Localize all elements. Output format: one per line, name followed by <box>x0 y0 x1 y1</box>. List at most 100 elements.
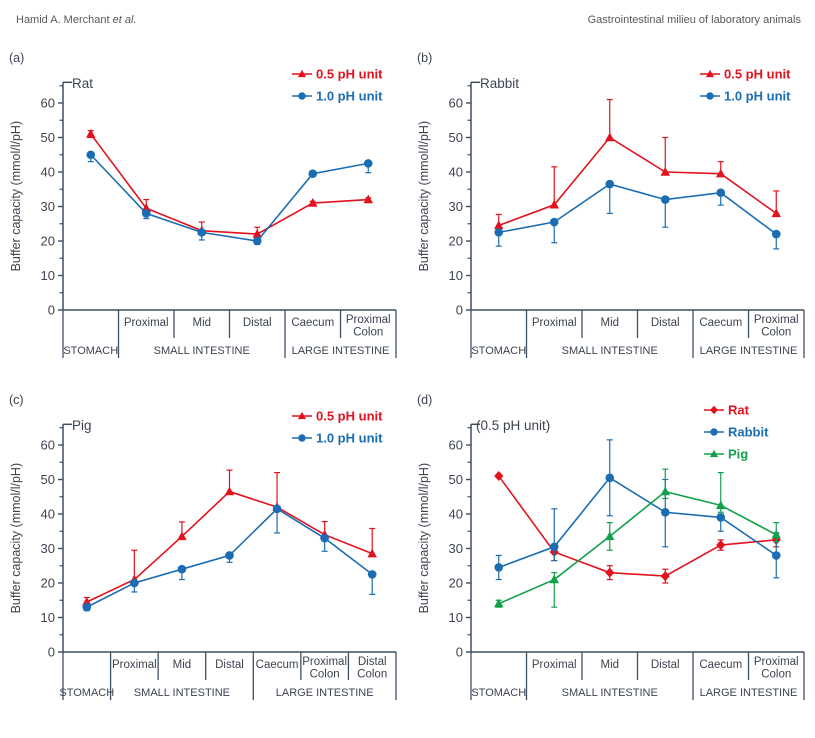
axes: 0 10 20 30 40 50 60 Buffer capacity (mmol/l/pH) <box>9 81 396 318</box>
legend-label: 0.5 pH unit <box>316 67 383 82</box>
triangle-marker <box>297 411 307 420</box>
y-tick-label: 50 <box>41 130 55 145</box>
circle-marker <box>605 473 615 483</box>
y-tick-label: 20 <box>449 576 463 591</box>
triangle-marker <box>705 69 715 78</box>
running-head-title: Gastrointestinal milieu of laboratory an… <box>587 14 801 26</box>
series-line <box>498 475 777 577</box>
circle-marker <box>141 209 151 218</box>
x-sublabel: Distal <box>215 659 244 671</box>
legend: Rat Rabbit Pig <box>704 403 769 462</box>
x-axis-dividers <box>470 310 805 358</box>
circle-marker <box>771 229 781 239</box>
x-sublabel: Caecum <box>699 659 742 671</box>
chart-title: Pig <box>72 418 92 433</box>
y-axis-label: Buffer capacity (mmol/l/pH) <box>9 463 23 614</box>
x-axis-dividers <box>62 310 397 358</box>
legend-label: 0.5 pH unit <box>316 409 383 424</box>
y-tick-label: 40 <box>41 165 55 180</box>
circle-marker <box>225 551 234 560</box>
triangle-marker <box>494 598 504 608</box>
x-axis-group-labels: STOMACH SMALL INTESTINE LARGE INTESTINE <box>471 687 797 699</box>
circle-marker <box>367 570 377 579</box>
y-tick-label: 0 <box>456 303 463 318</box>
x-sublabel: Proximal <box>754 656 799 668</box>
panel-c-pig-chart: (c) 0 10 20 30 40 50 60 Buffer capacity (mmol/l/… <box>6 384 414 726</box>
x-sublabel: Distal <box>651 317 680 329</box>
x-group-label: SMALL INTESTINE <box>562 345 658 357</box>
chart-title: Rabbit <box>480 76 519 91</box>
x-axis-group-labels: STOMACH SMALL INTESTINE LARGE INTESTINE <box>471 345 797 357</box>
y-tick-label: 60 <box>41 438 55 453</box>
triangle-marker <box>605 132 615 142</box>
y-tick-label: 10 <box>449 268 463 283</box>
legend-label: 0.5 pH unit <box>724 67 791 82</box>
x-sublabel: Distal <box>358 656 387 668</box>
diamond-marker <box>710 405 718 415</box>
triangle-marker <box>716 500 726 510</box>
circle-marker <box>177 564 187 574</box>
y-tick-label: 20 <box>41 576 55 591</box>
circle-marker <box>363 159 373 168</box>
circle-marker <box>86 150 96 160</box>
x-sublabel: Mid <box>192 317 211 329</box>
y-axis-label: Buffer capacity (mmol/l/pH) <box>9 121 23 272</box>
y-tick-label: 0 <box>48 303 55 318</box>
y-tick-label: 10 <box>41 268 55 283</box>
series-line <box>498 183 777 235</box>
diamond-marker <box>660 571 670 582</box>
chart-title: (0.5 pH unit) <box>476 418 550 433</box>
x-sublabel: Caecum <box>291 317 334 329</box>
circle-marker <box>272 504 282 514</box>
panel-d-comparison-chart: (d) 0 10 20 30 40 50 60 Buffer capacity (mmol/l/… <box>414 384 813 726</box>
panel-b-rabbit-chart: (b) 0 10 20 30 40 50 60 Buffer capacity (mmol/l/… <box>414 42 813 384</box>
y-tick-label: 40 <box>449 507 463 522</box>
circle-marker <box>252 236 262 246</box>
diamond-marker <box>605 567 615 578</box>
x-group-label: SMALL INTESTINE <box>134 687 230 699</box>
x-sublabel: Caecum <box>699 317 742 329</box>
chart-svg: (a) 0 10 20 30 40 50 60 Buffer capacity (mmol/l/… <box>9 51 397 358</box>
y-tick-label: 20 <box>41 234 55 249</box>
circle-marker <box>549 217 559 227</box>
diamond-marker <box>494 471 504 482</box>
triangle-marker <box>771 529 781 539</box>
circle-marker <box>298 434 306 442</box>
circle-marker <box>660 195 670 204</box>
x-group-label: STOMACH <box>63 345 118 357</box>
panel-a-rat-chart: (a) 0 10 20 30 40 50 60 Buffer capacity (mmol/l/… <box>6 42 414 384</box>
series-rat <box>494 471 781 584</box>
legend-label: Rat <box>728 403 750 418</box>
x-group-label: STOMACH <box>59 687 114 699</box>
x-sublabel: Distal <box>243 317 272 329</box>
triangle-marker <box>82 596 92 606</box>
x-group-label: STOMACH <box>471 345 526 357</box>
y-tick-label: 60 <box>449 438 463 453</box>
circle-marker <box>660 507 670 517</box>
y-tick-label: 30 <box>449 541 463 556</box>
triangle-marker <box>549 199 559 209</box>
triangle-marker <box>494 220 504 230</box>
legend: 0.5 pH unit 1.0 pH unit <box>292 409 383 446</box>
axes: 0 10 20 30 40 50 60 Buffer capacity (mmol/l/pH) <box>417 423 804 660</box>
chart-svg: (b) 0 10 20 30 40 50 60 Buffer capacity (mmol/l/… <box>417 51 805 358</box>
y-tick-label: 40 <box>449 165 463 180</box>
series-line <box>498 476 777 569</box>
y-tick-label: 30 <box>449 199 463 214</box>
triangle-marker <box>549 574 559 584</box>
x-sublabel: Colon <box>761 669 791 681</box>
legend-label: 1.0 pH unit <box>724 89 791 104</box>
legend-label: Pig <box>728 447 748 462</box>
circle-marker <box>605 179 615 189</box>
series-line <box>90 133 369 235</box>
x-sublabel: Proximal <box>532 317 577 329</box>
series-1-0-ph-unit <box>82 504 377 612</box>
x-sublabel: Proximal <box>124 317 169 329</box>
x-sublabel: Colon <box>353 327 383 339</box>
triangle-marker <box>716 168 726 178</box>
y-tick-label: 0 <box>48 645 55 660</box>
x-sublabel: Mid <box>600 659 619 671</box>
circle-marker <box>494 563 504 572</box>
x-sublabel: Mid <box>173 659 192 671</box>
